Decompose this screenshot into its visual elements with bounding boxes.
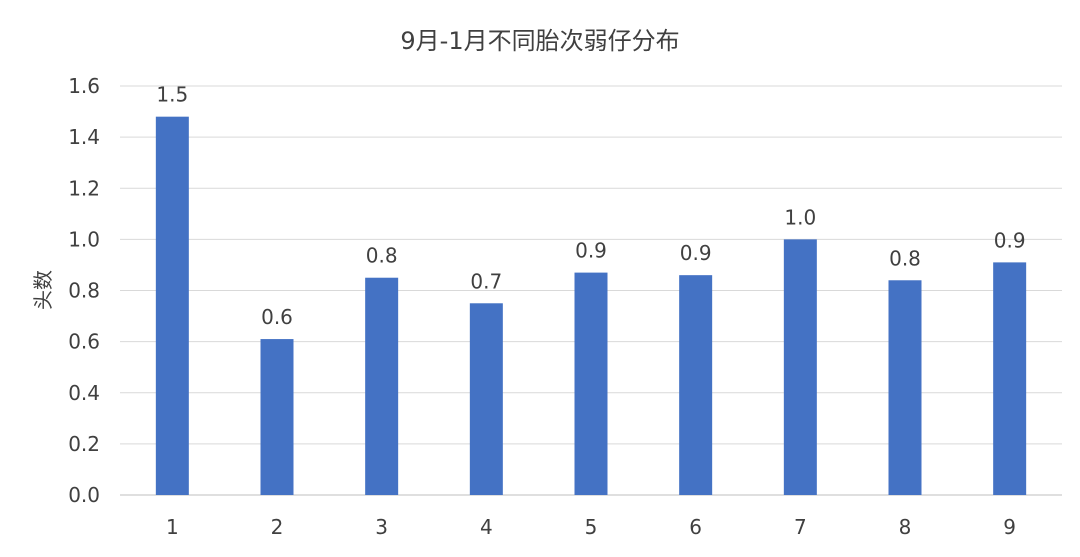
- data-label: 1.0: [784, 205, 816, 229]
- x-tick-label: 8: [899, 515, 912, 539]
- bar: [469, 303, 503, 495]
- y-axis-label: 头数: [31, 270, 55, 310]
- y-tick-label: 1.0: [68, 227, 100, 251]
- bar: [679, 275, 713, 495]
- x-tick-label: 4: [480, 515, 493, 539]
- bar: [260, 339, 294, 495]
- bar: [888, 280, 922, 495]
- x-tick-label: 1: [166, 515, 179, 539]
- x-tick-label: 6: [689, 515, 702, 539]
- data-label: 0.7: [470, 269, 502, 293]
- bar: [365, 277, 399, 495]
- x-tick-label: 5: [585, 515, 598, 539]
- y-tick-label: 1.4: [68, 125, 100, 149]
- data-label: 0.8: [889, 246, 921, 270]
- data-label: 0.6: [261, 305, 293, 329]
- x-tick-label: 3: [375, 515, 388, 539]
- data-label: 0.8: [366, 244, 398, 268]
- y-tick-label: 0.2: [68, 432, 100, 456]
- y-tick-label: 0.4: [68, 381, 100, 405]
- y-tick-labels: 0.0 0.2 0.4 0.6 0.8 1.0 1.2 1.4 1.6: [68, 74, 100, 507]
- bar: [993, 262, 1027, 495]
- x-tick-label: 7: [794, 515, 807, 539]
- data-labels: 1.5 0.6 0.8 0.7 0.9 0.9 1.0 0.8 0.9: [156, 83, 1025, 329]
- y-tick-label: 0.6: [68, 330, 100, 354]
- x-tick-label: 2: [271, 515, 284, 539]
- x-tick-label: 9: [1003, 515, 1016, 539]
- data-label: 1.5: [156, 83, 188, 107]
- bars: [155, 116, 1027, 496]
- data-label: 0.9: [575, 239, 607, 263]
- data-label: 0.9: [994, 228, 1026, 252]
- data-label: 0.9: [680, 241, 712, 265]
- bar: [574, 272, 608, 495]
- bar: [783, 239, 817, 495]
- y-tick-label: 1.6: [68, 74, 100, 98]
- x-tick-labels: 1 2 3 4 5 6 7 8 9: [166, 515, 1016, 539]
- y-tick-label: 1.2: [68, 176, 100, 200]
- y-tick-label: 0.8: [68, 279, 100, 303]
- chart-title: 9月-1月不同胎次弱仔分布: [400, 27, 679, 55]
- bar: [155, 116, 189, 496]
- y-tick-label: 0.0: [68, 483, 100, 507]
